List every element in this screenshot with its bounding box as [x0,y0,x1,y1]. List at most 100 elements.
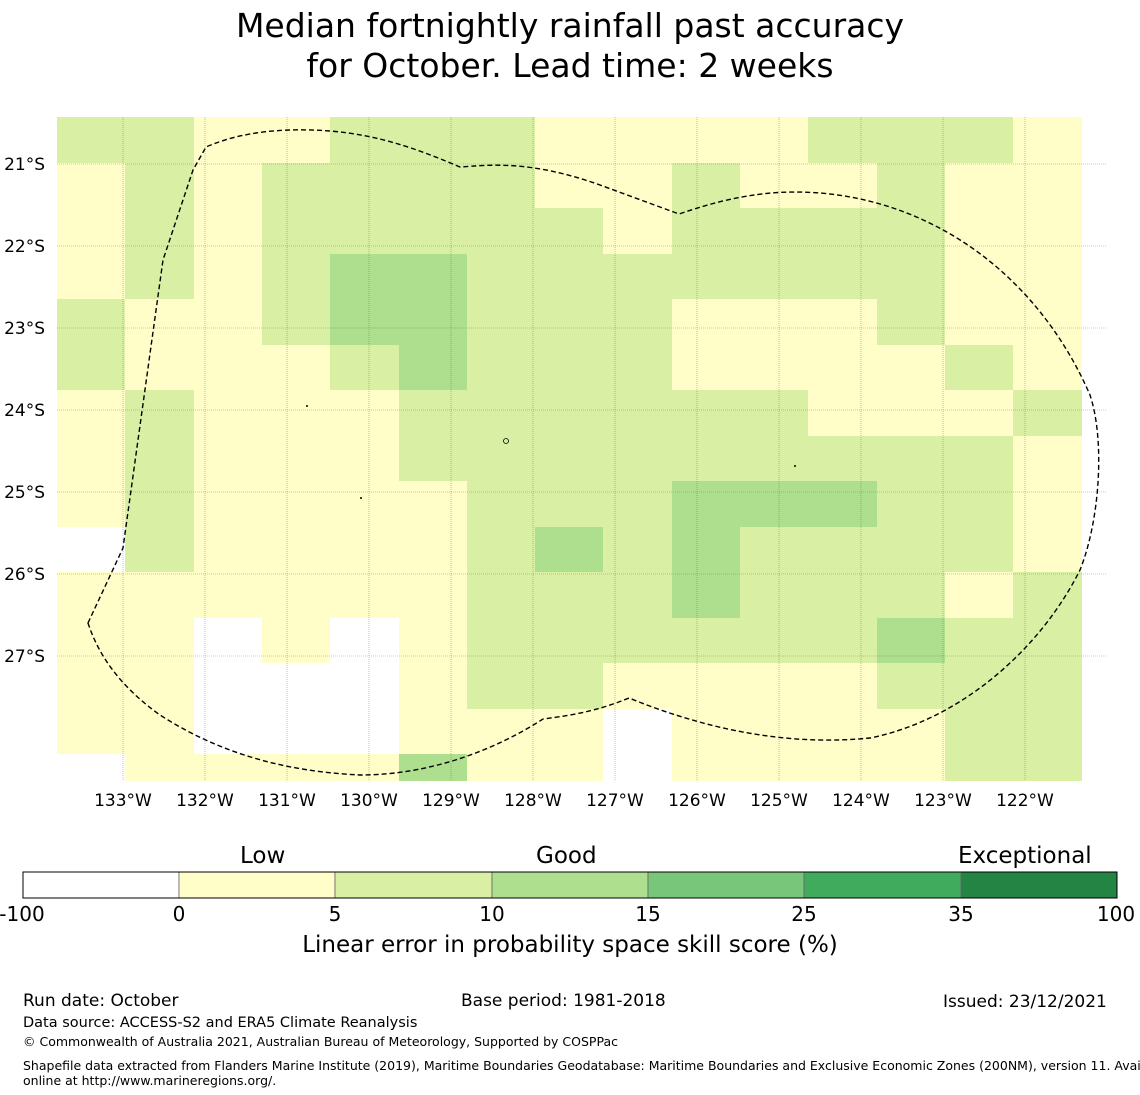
grid-cell [330,618,399,663]
grid-cell [399,208,467,254]
grid-cell [57,117,125,163]
grid-cell [740,345,808,390]
grid-cell [399,254,467,299]
grid-cell [194,208,262,254]
grid-cell [740,618,808,663]
grid-cell [945,254,1013,299]
latitude-label: 25°S [4,483,45,503]
grid-cell [877,436,945,481]
base-period: Base period: 1981-2018 [461,991,666,1011]
grid-cell [399,572,467,618]
grid-cell [603,618,672,663]
grid-cell [603,117,672,163]
grid-cell [194,709,262,754]
grid-cell [672,117,740,163]
chart-title: Median fortnightly rainfall past accurac… [0,6,1140,86]
grid-cell [877,754,945,781]
grid-cell [877,572,945,618]
grid-cell [672,618,740,663]
colorbar [22,871,1118,899]
grid-cell [194,390,262,436]
grid-cell [194,117,262,163]
grid-cell [194,299,262,345]
grid-cell [125,345,194,390]
grid-cell [125,754,194,781]
grid-cell [672,572,740,618]
grid-cell [877,117,945,163]
grid-cell [603,299,672,345]
colorbar-tick: 35 [948,902,974,926]
grid-cell [262,709,330,754]
grid-cell [125,299,194,345]
grid-cell [194,527,262,572]
grid-cell [603,481,672,527]
grid-cell [672,390,740,436]
colorbar-frame [22,871,1118,899]
grid-cell [125,618,194,663]
title-line-1: Median fortnightly rainfall past accurac… [235,6,905,45]
grid-cell [194,436,262,481]
grid-cell [1013,709,1082,754]
grid-cell [877,663,945,709]
grid-cell [945,117,1013,163]
longitude-label: 127°W [586,791,644,811]
grid-cell [194,618,262,663]
grid-cell [535,299,603,345]
grid-cell [330,572,399,618]
grid-cell [603,163,672,208]
grid-cell [330,345,399,390]
grid-cell [877,299,945,345]
grid-cell [399,390,467,436]
grid-cell [808,299,877,345]
grid-cell [57,481,125,527]
grid-cell [945,481,1013,527]
grid-cell [194,663,262,709]
grid-cell [262,572,330,618]
copyright: © Commonwealth of Australia 2021, Austra… [23,1034,618,1049]
grid-cell [535,572,603,618]
grid-cell [535,345,603,390]
latitude-label: 23°S [4,319,45,339]
grid-cell [467,390,535,436]
grid-cell [467,117,535,163]
grid-cell [740,299,808,345]
grid-cell [330,436,399,481]
grid-cell [603,572,672,618]
grid-cell [945,436,1013,481]
grid-cell [740,208,808,254]
longitude-label: 130°W [340,791,398,811]
grid-cell [467,299,535,345]
grid-cell [740,390,808,436]
grid-cell [330,390,399,436]
axis-labels: 133°W 132°W 131°W 130°W 129°W 128°W 127°W 126°W… [4,155,1054,811]
grid-cell [740,481,808,527]
grid-cell [467,208,535,254]
grid-cell [945,618,1013,663]
latitude-label: 26°S [4,565,45,585]
latitude-label: 22°S [4,237,45,257]
grid-cell [57,345,125,390]
grid-cell [467,527,535,572]
grid-cell [672,208,740,254]
latitude-label: 21°S [4,155,45,175]
colorbar-swatch [22,871,180,899]
grid-cell [945,208,1013,254]
grid-cell [194,163,262,208]
grid-cell [262,663,330,709]
longitude-label: 133°W [94,791,152,811]
grid-cell [1013,618,1082,663]
grid-cell [1013,208,1082,254]
grid-cell [262,481,330,527]
grid-cell [125,436,194,481]
grid-cell [262,117,330,163]
grid-cell [535,709,603,754]
grid-cell [262,208,330,254]
grid-cell [57,254,125,299]
grid-cell [672,709,740,754]
grid-cell [1013,481,1082,527]
grid-cell [945,709,1013,754]
grid-cell [877,254,945,299]
grid-cell [330,254,399,299]
island-marker [503,438,509,444]
grid-cell [603,709,672,754]
